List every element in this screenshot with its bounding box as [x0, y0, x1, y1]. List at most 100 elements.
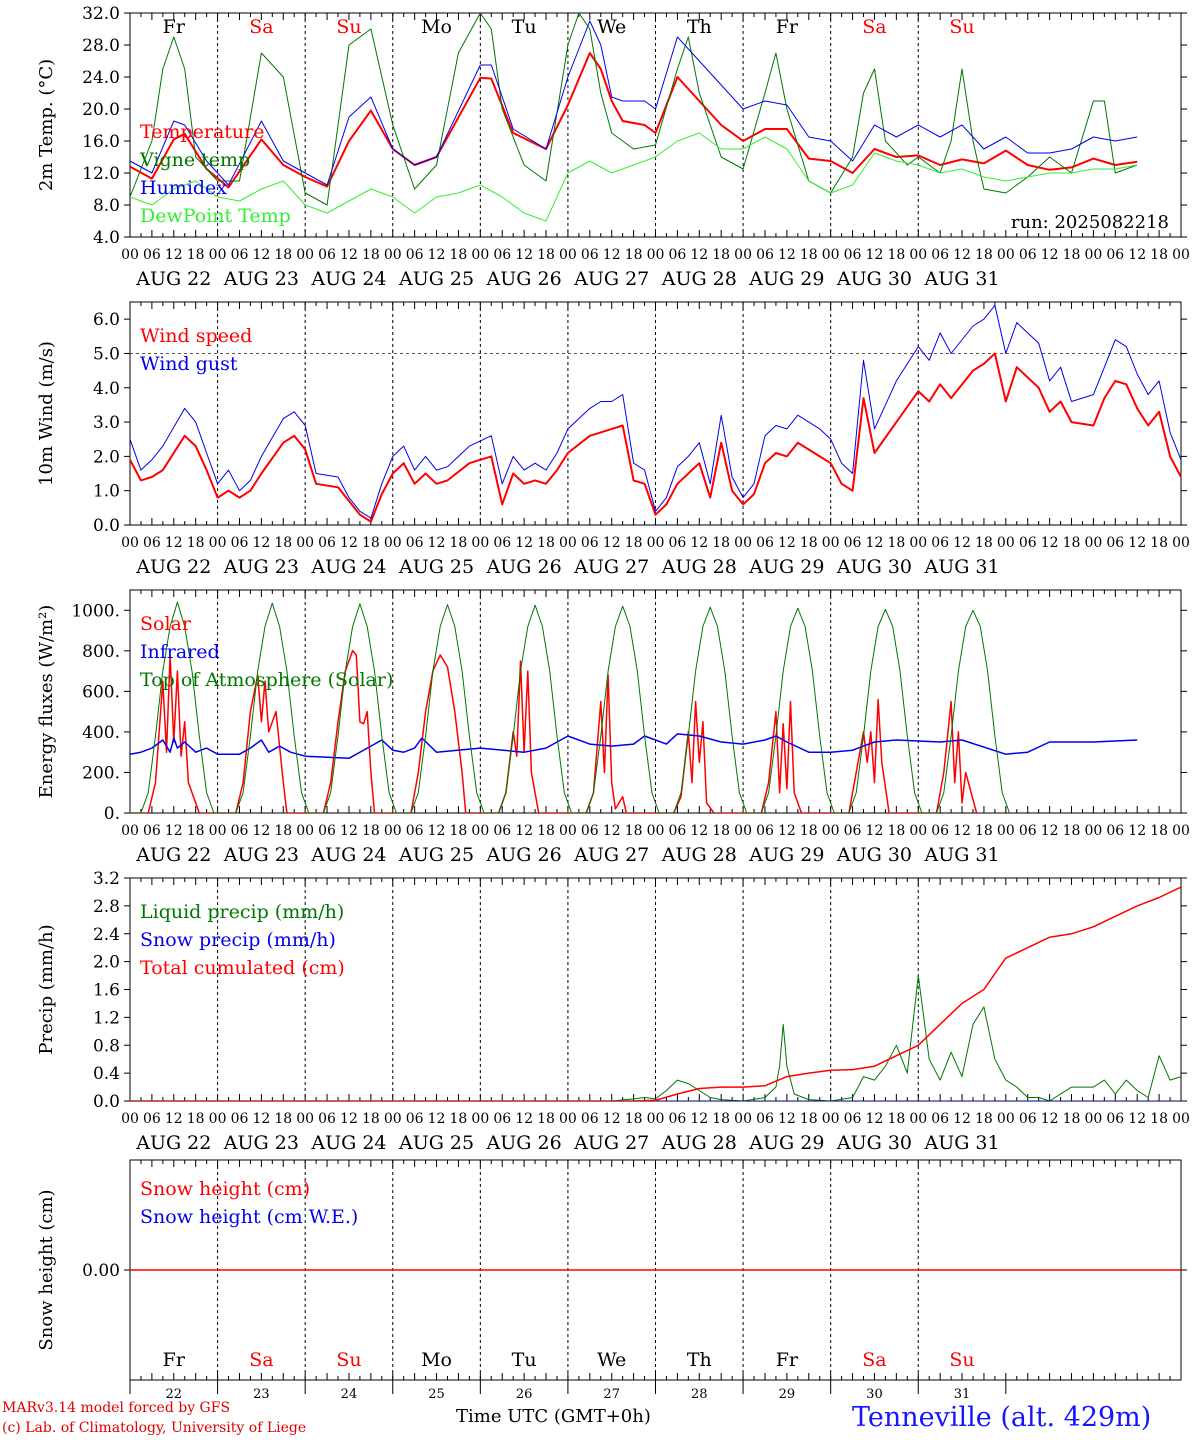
- x-hour-label: 00: [822, 535, 840, 551]
- x-hour-label: 18: [274, 1111, 292, 1127]
- x-hour-label: 06: [493, 823, 511, 839]
- x-hour-label: 00: [471, 1111, 489, 1127]
- x-hour-label: 00: [384, 1111, 402, 1127]
- x-date-label: AUG 25: [398, 556, 474, 578]
- x-hour-label: 18: [625, 823, 643, 839]
- x-hour-label: 06: [844, 823, 862, 839]
- day-of-week-label: Sa: [249, 1349, 273, 1371]
- series-line: [130, 601, 1010, 813]
- x-hour-label: 00: [384, 535, 402, 551]
- x-hour-label: 12: [252, 1111, 270, 1127]
- x-hour-label: 18: [362, 1111, 380, 1127]
- x-hour-label: 12: [866, 823, 884, 839]
- x-hour-label: 00: [209, 247, 227, 263]
- x-hour-label: 12: [1128, 247, 1146, 263]
- x-hour-label: 12: [515, 1111, 533, 1127]
- x-hour-label: 12: [778, 823, 796, 839]
- y-tick-label: 2.0: [93, 953, 120, 973]
- date-number-label: 31: [954, 1387, 971, 1400]
- x-hour-label: 06: [493, 1111, 511, 1127]
- x-hour-label: 18: [800, 535, 818, 551]
- x-hour-label: 00: [822, 1111, 840, 1127]
- x-hour-label: 12: [778, 247, 796, 263]
- x-date-label: AUG 25: [398, 1132, 474, 1154]
- x-hour-label: 12: [690, 535, 708, 551]
- legend-entry: Vigne temp: [139, 149, 250, 171]
- y-tick-label: 4.0: [93, 228, 120, 248]
- x-hour-label: 12: [252, 535, 270, 551]
- x-hour-label: 18: [450, 823, 468, 839]
- x-hour-label: 00: [209, 823, 227, 839]
- x-hour-label: 18: [712, 247, 730, 263]
- x-hour-label: 00: [909, 823, 927, 839]
- series-line: [130, 20, 1138, 186]
- x-date-label: AUG 30: [836, 556, 912, 578]
- y-tick-label: 2.0: [93, 447, 120, 467]
- x-hour-label: 00: [1085, 247, 1103, 263]
- x-date-label: AUG 22: [135, 844, 211, 866]
- x-hour-label: 06: [931, 1111, 949, 1127]
- y-tick-label: 28.0: [82, 36, 120, 56]
- x-hour-label: 18: [625, 247, 643, 263]
- x-hour-label: 12: [690, 247, 708, 263]
- x-hour-label: 00: [296, 1111, 314, 1127]
- x-hour-label: 06: [668, 1111, 686, 1127]
- x-date-label: AUG 27: [573, 268, 649, 290]
- x-hour-label: 18: [537, 247, 555, 263]
- legend-entry: Infrared: [140, 641, 220, 663]
- x-hour-label: 06: [1106, 535, 1124, 551]
- x-hour-label: 06: [1106, 1111, 1124, 1127]
- day-of-week-label: Su: [336, 1349, 361, 1371]
- series-line: [130, 352, 1181, 523]
- x-date-label: AUG 31: [923, 1132, 999, 1154]
- x-hour-label: 18: [625, 1111, 643, 1127]
- y-tick-label: 0.: [104, 804, 120, 824]
- x-hour-label: 18: [450, 1111, 468, 1127]
- date-number-label: 24: [341, 1387, 358, 1400]
- x-hour-label: 06: [756, 535, 774, 551]
- x-date-label: AUG 29: [748, 268, 824, 290]
- series-line: [130, 733, 1138, 760]
- x-hour-label: 12: [603, 247, 621, 263]
- x-hour-label: 12: [953, 247, 971, 263]
- x-hour-label: 00: [384, 823, 402, 839]
- x-hour-label: 00: [909, 535, 927, 551]
- day-of-week-label: Su: [336, 16, 361, 38]
- x-hour-label: 18: [187, 535, 205, 551]
- y-tick-label: 32.0: [82, 4, 120, 24]
- x-hour-label: 18: [187, 1111, 205, 1127]
- x-hour-label: 12: [1041, 823, 1059, 839]
- x-hour-label: 12: [866, 1111, 884, 1127]
- day-of-week-label: Su: [949, 1349, 974, 1371]
- x-hour-label: 18: [887, 535, 905, 551]
- x-hour-label: 00: [559, 535, 577, 551]
- x-hour-label: 00: [647, 823, 665, 839]
- x-hour-label: 18: [975, 1111, 993, 1127]
- date-number-label: 28: [691, 1387, 708, 1400]
- x-hour-label: 06: [318, 247, 336, 263]
- x-hour-label: 06: [668, 823, 686, 839]
- y-tick-label: 0.00: [82, 1261, 120, 1281]
- day-of-week-label: Th: [687, 16, 712, 38]
- x-hour-label: 00: [471, 823, 489, 839]
- y-tick-label: 800.: [82, 642, 120, 662]
- legend-entry: DewPoint Temp: [140, 205, 291, 227]
- x-date-label: AUG 31: [923, 556, 999, 578]
- x-hour-label: 06: [756, 823, 774, 839]
- x-hour-label: 06: [493, 535, 511, 551]
- x-hour-label: 00: [734, 535, 752, 551]
- x-date-label: AUG 28: [661, 556, 737, 578]
- x-hour-label: 12: [515, 823, 533, 839]
- series-line: [130, 13, 1138, 206]
- day-of-week-label: Fr: [776, 1349, 799, 1371]
- x-hour-label: 06: [931, 247, 949, 263]
- day-of-week-label: Sa: [862, 16, 886, 38]
- x-hour-label: 12: [515, 247, 533, 263]
- x-hour-label: 12: [340, 535, 358, 551]
- x-hour-label: 00: [734, 1111, 752, 1127]
- x-hour-label: 00: [209, 1111, 227, 1127]
- y-tick-label: 3.0: [93, 413, 120, 433]
- y-tick-label: 1.6: [93, 981, 120, 1001]
- day-of-week-label: Sa: [249, 16, 273, 38]
- x-hour-label: 12: [252, 823, 270, 839]
